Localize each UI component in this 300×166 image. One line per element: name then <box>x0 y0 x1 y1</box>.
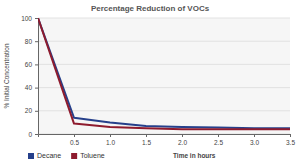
line <box>38 18 290 128</box>
legend-label: Toluene <box>80 152 105 159</box>
title: Percentage Reduction of VOCs <box>91 4 210 13</box>
x-tick-label: 1.0 <box>106 139 115 146</box>
legend-item: Toluene <box>71 152 105 159</box>
x-tick-mark <box>290 134 291 137</box>
y-tick-label: 80 <box>25 38 33 45</box>
y-tick-mark <box>35 111 38 112</box>
y-tick-label: 100 <box>21 15 32 22</box>
x-tick-mark <box>182 134 183 137</box>
x-tick-label: 2.5 <box>214 139 223 146</box>
y-tick-mark <box>35 64 38 65</box>
y-tick: 40 <box>25 84 38 91</box>
grid <box>38 18 290 134</box>
chart: Percentage Reduction of VOCs 0.5 1.0 1.5 2.0… <box>0 0 300 166</box>
y-tick-mark <box>35 88 38 89</box>
x-axis: 0.5 1.0 1.5 2.0 2.5 3.0 3.5 <box>39 134 296 146</box>
y-tick-mark <box>35 18 38 19</box>
x-tick-label: 0.5 <box>70 139 79 146</box>
x-axis-title: Time in hours <box>173 152 216 159</box>
x-tick-label: 3.5 <box>286 139 295 146</box>
y-tick-label: 40 <box>25 84 33 91</box>
legend-label: Decane <box>37 152 61 159</box>
x-tick-mark <box>146 134 147 137</box>
y-tick-label: 20 <box>25 107 33 114</box>
legend-swatch <box>28 153 34 159</box>
y-tick: 20 <box>25 107 38 114</box>
legend-item: Decane <box>28 152 61 159</box>
x-tick-mark <box>110 134 111 137</box>
y-tick: 100 <box>21 15 38 22</box>
x-tick-mark <box>218 134 219 137</box>
y-tick-mark <box>35 41 38 42</box>
x-tick: 0.5 <box>70 134 79 146</box>
y-tick-mark <box>35 134 38 135</box>
grid-line <box>38 18 290 19</box>
legend: Decane Toluene <box>28 152 105 159</box>
x-tick: 2.5 <box>214 134 223 146</box>
y-tick: 80 <box>25 38 38 45</box>
y-tick: 0 <box>28 131 38 138</box>
x-tick: 2.0 <box>178 134 187 146</box>
x-tick: 3.5 <box>286 134 295 146</box>
x-tick: 1.5 <box>142 134 151 146</box>
plot-background <box>38 18 290 134</box>
plot: 0.5 1.0 1.5 2.0 2.5 3.0 3.5 0 20 40 60 80 100 <box>21 15 295 146</box>
y-axis-line <box>35 19 39 135</box>
x-axis-line <box>39 135 291 138</box>
y-tick: 60 <box>25 61 38 68</box>
y-axis: 0 20 40 60 80 100 <box>21 15 38 138</box>
x-tick: 3.0 <box>250 134 259 146</box>
grid-line <box>38 64 290 65</box>
grid-line <box>38 110 290 111</box>
x-tick-mark <box>254 134 255 137</box>
x-tick-label: 1.5 <box>142 139 151 146</box>
x-tick: 1.0 <box>106 134 115 146</box>
legend-swatch <box>71 153 77 159</box>
x-tick-label: 2.0 <box>178 139 187 146</box>
line <box>38 18 290 129</box>
grid-line <box>38 41 290 42</box>
grid-line <box>38 87 290 88</box>
x-tick-label: 3.0 <box>250 139 259 146</box>
y-tick-label: 0 <box>28 131 32 138</box>
series-lines <box>38 18 290 129</box>
y-axis-title: % Initial Concentration <box>3 43 10 108</box>
x-tick-mark <box>74 134 75 137</box>
y-tick-label: 60 <box>25 61 33 68</box>
